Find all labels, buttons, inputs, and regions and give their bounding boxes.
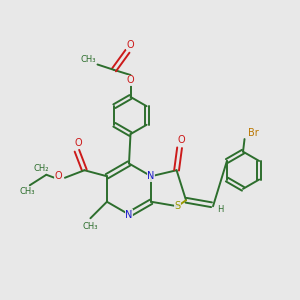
- Text: O: O: [177, 135, 185, 145]
- Text: O: O: [127, 40, 134, 50]
- Text: CH₃: CH₃: [80, 56, 96, 64]
- Text: CH₂: CH₂: [33, 164, 49, 173]
- Text: O: O: [55, 171, 62, 181]
- Text: H: H: [217, 205, 223, 214]
- Text: O: O: [127, 75, 134, 85]
- Text: Br: Br: [248, 128, 259, 138]
- Text: N: N: [125, 209, 133, 220]
- Text: O: O: [75, 138, 82, 148]
- Text: CH₃: CH₃: [19, 187, 34, 196]
- Text: CH₃: CH₃: [82, 222, 98, 231]
- Text: S: S: [174, 201, 181, 211]
- Text: N: N: [147, 171, 155, 181]
